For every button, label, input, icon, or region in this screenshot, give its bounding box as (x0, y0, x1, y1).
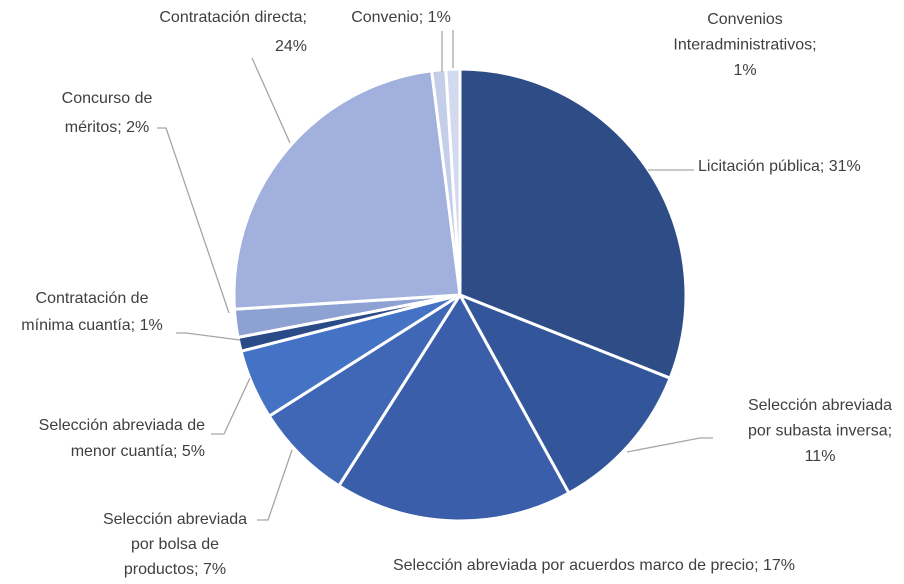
leader-line (176, 332, 241, 341)
pie-slice (337, 293, 571, 523)
data-label: Convenios (707, 11, 783, 28)
data-label: Selección abreviada por acuerdos marco d… (393, 557, 795, 574)
data-label: Contratación de (36, 290, 149, 307)
data-label: 1% (733, 62, 756, 79)
data-label: Concurso de (62, 90, 153, 107)
pie-slice (444, 67, 462, 297)
data-label: Convenio; 1% (351, 9, 451, 26)
data-label: Selección abreviada (103, 511, 247, 528)
leader-line (157, 127, 230, 314)
data-label: Licitación pública; 31% (698, 158, 861, 175)
leader-line (257, 449, 293, 521)
data-label: Selección abreviada de (39, 417, 205, 434)
data-label: productos; 7% (124, 561, 226, 578)
data-label: Contratación directa; (159, 9, 307, 26)
pie-slice (458, 67, 688, 380)
data-label: mínima cuantía; 1% (21, 317, 162, 334)
pie-slice (458, 293, 672, 495)
pie-slice (232, 69, 462, 311)
data-label: menor cuantía; 5% (71, 443, 205, 460)
leader-line (626, 437, 713, 453)
data-label: Selección abreviada (748, 397, 892, 414)
data-label: por subasta inversa; (748, 423, 892, 440)
data-label: méritos; 2% (65, 119, 149, 136)
data-label: 11% (805, 448, 836, 465)
leader-line (211, 377, 251, 435)
data-label: por bolsa de (131, 536, 219, 553)
leader-line (251, 57, 291, 144)
data-label: Interadministrativos; (673, 37, 816, 54)
data-label: 24% (275, 38, 307, 55)
